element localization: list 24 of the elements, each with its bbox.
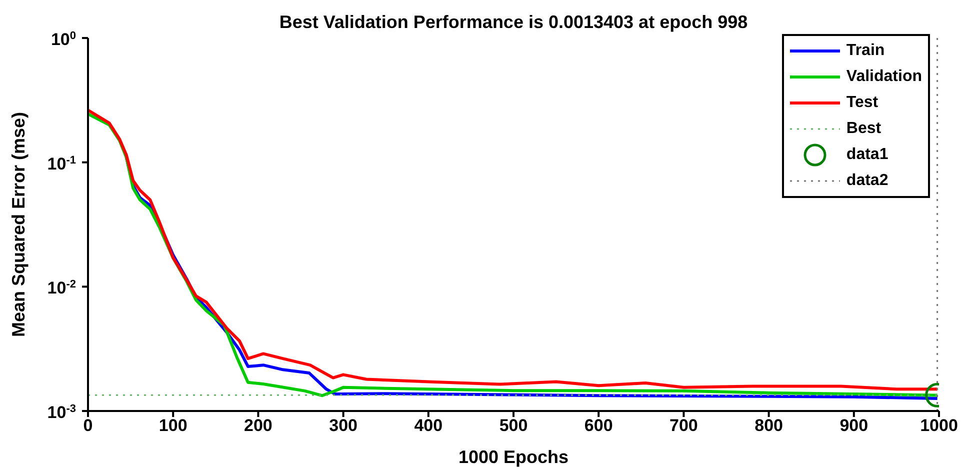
x-tick-label: 800 <box>754 416 783 436</box>
x-tick-label: 400 <box>414 416 443 436</box>
x-tick-label: 500 <box>499 416 528 436</box>
chart-title: Best Validation Performance is 0.0013403 at epoch 998 <box>278 12 749 33</box>
x-tick-label: 100 <box>158 416 188 436</box>
legend-label: Test <box>846 94 878 112</box>
legend-label: data1 <box>846 146 888 164</box>
y-tick-label: 10$^{0}$ <box>50 30 76 49</box>
y-tick-label: 10$^{-3}$ <box>47 403 76 422</box>
legend-label: Train <box>846 42 885 60</box>
x-axis-title: 1000 Epochs <box>458 447 569 467</box>
legend-label: data2 <box>846 172 888 190</box>
x-tick-label: 200 <box>244 416 272 436</box>
x-tick-label: 1000 <box>920 416 958 436</box>
x-tick-label: 900 <box>840 416 868 436</box>
x-tick-label: 300 <box>329 416 358 436</box>
x-tick-label: 700 <box>670 416 698 436</box>
x-tick-label: 0 <box>83 416 93 436</box>
y-axis-title: Mean Squared Error (mse) <box>8 112 28 338</box>
y-tick-label: 10$^{-2}$ <box>47 278 76 298</box>
legend-label: Best <box>846 120 882 138</box>
legend-label: Validation <box>846 68 922 86</box>
x-tick-label: 600 <box>584 416 613 436</box>
y-tick-label: 10$^{-1}$ <box>47 154 76 174</box>
